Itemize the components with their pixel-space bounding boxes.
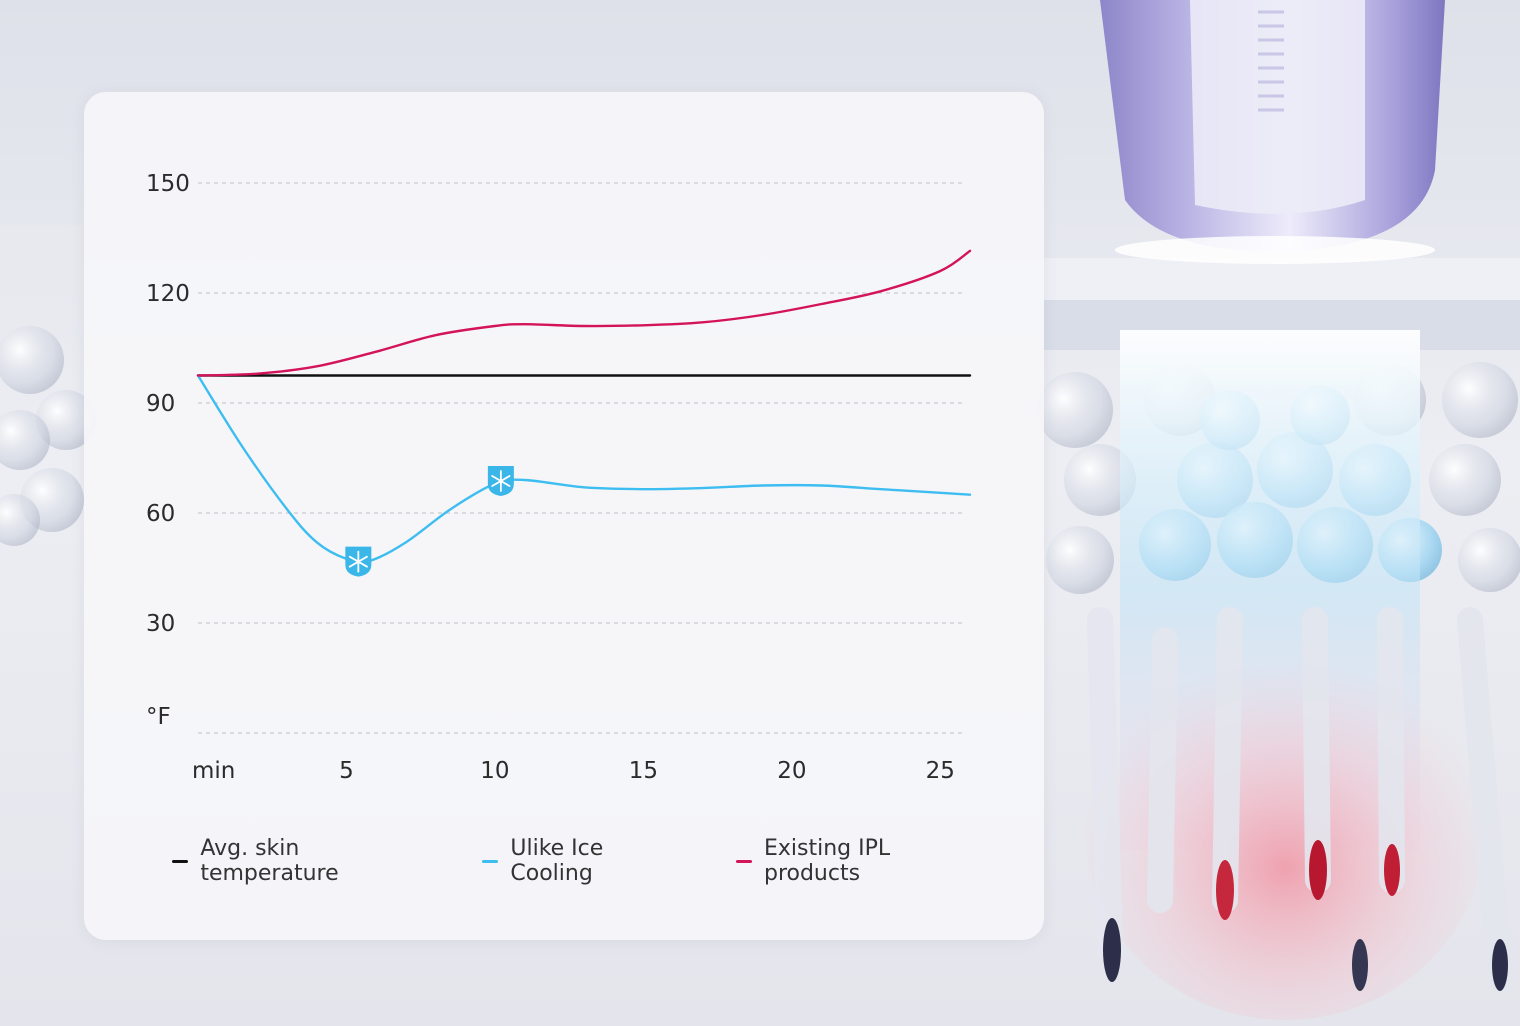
snowflake-center	[498, 479, 503, 483]
markers	[345, 466, 514, 577]
x-tick-label: 15	[629, 758, 658, 784]
chart-card: 30 60 90 120 150 5 10 15 20 25 °F min Avg. skin …	[84, 92, 1044, 940]
x-tick-label: 10	[480, 758, 509, 784]
x-tick-label: 20	[777, 758, 806, 784]
grid-lines	[198, 182, 966, 734]
snowflake-icon	[487, 466, 514, 496]
x-axis-ticks: 5 10 15 20 25	[339, 758, 955, 784]
y-tick-label: 150	[146, 171, 190, 197]
snowflake-center	[356, 559, 361, 564]
legend-swatch	[172, 859, 189, 863]
series-line-existing-ipl-products	[196, 249, 972, 377]
legend-item-avg-skin-temperature: Avg. skin temperature	[172, 836, 422, 886]
x-tick-label: 5	[339, 758, 354, 784]
legend-label: Avg. skin temperature	[200, 836, 339, 886]
y-unit-label: °F	[146, 704, 171, 730]
y-axis-ticks: 30 60 90 120 150	[146, 171, 190, 637]
legend-item-existing-ipl-products: Existing IPL products	[735, 836, 972, 886]
chart-legend: Avg. skin temperature Ulike Ice Cooling …	[172, 836, 972, 886]
snowflake-icon	[345, 546, 372, 577]
y-tick-label: 90	[146, 391, 175, 417]
legend-item-ulike-ice-cooling: Ulike Ice Cooling	[482, 836, 676, 886]
y-tick-label: 60	[146, 501, 175, 527]
legend-label: Ulike Ice Cooling	[510, 836, 604, 886]
x-tick-label: 25	[926, 758, 955, 784]
y-tick-label: 120	[146, 281, 190, 307]
temperature-line-chart: 30 60 90 120 150 5 10 15 20 25 °F min	[146, 171, 972, 784]
y-tick-label: 30	[146, 611, 175, 637]
legend-swatch	[735, 859, 752, 863]
x-unit-label: min	[192, 758, 235, 784]
legend-label: Existing IPL products	[763, 836, 891, 886]
legend-swatch	[482, 859, 499, 863]
series-lines	[196, 249, 972, 564]
